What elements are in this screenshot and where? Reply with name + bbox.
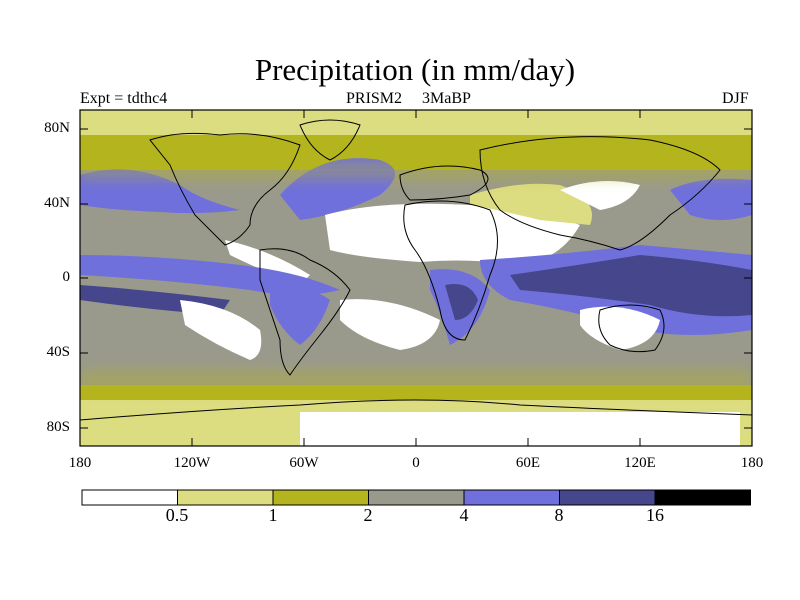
field-itcz-pacific bbox=[80, 255, 340, 295]
map-title: Precipitation (in mm/day) bbox=[254, 52, 576, 87]
colorbar-box-4 bbox=[463, 489, 560, 506]
field-warm-pool-dark bbox=[510, 255, 752, 317]
field-pacific-storm-track bbox=[80, 169, 240, 214]
colorbar-label-2: 2 bbox=[363, 505, 373, 525]
asia-coast bbox=[479, 136, 721, 251]
lon-label-60e: 60E bbox=[515, 455, 541, 471]
lon-label-60w: 60W bbox=[289, 455, 319, 471]
lat-label-80n: 80N bbox=[44, 120, 70, 136]
colorbar-box-0 bbox=[81, 489, 178, 506]
lat-label-40s: 40S bbox=[46, 344, 70, 360]
field-tibet-dry bbox=[560, 181, 640, 210]
lon-label-120e: 120E bbox=[624, 455, 656, 471]
colorbar-box-5 bbox=[559, 489, 656, 506]
lat-label-80s: 80S bbox=[46, 419, 70, 435]
lon-ticks bbox=[191, 110, 641, 446]
field-sahara-dry bbox=[325, 203, 580, 265]
run-label: PRISM2 3MaBP bbox=[346, 90, 471, 107]
colorbar-label-0-5: 0.5 bbox=[165, 505, 189, 525]
lat-label-0: 0 bbox=[62, 269, 71, 285]
colorbar-box-2 bbox=[272, 489, 369, 506]
colorbar-box-6 bbox=[654, 489, 751, 506]
europe-coast bbox=[399, 165, 489, 201]
field-antarctica-dry bbox=[300, 412, 740, 446]
experiment-label: Expt = tdthc4 bbox=[80, 90, 168, 107]
colorbar-label-8: 8 bbox=[554, 505, 564, 525]
lon-label-180e: 180 bbox=[740, 455, 764, 471]
field-asia-dry-edge bbox=[470, 183, 592, 225]
greenland-coast bbox=[299, 119, 361, 161]
season-label: DJF bbox=[722, 90, 749, 107]
field-pacific-storm-track-west bbox=[670, 178, 752, 220]
field-s-atlantic-dry bbox=[340, 299, 440, 350]
australia-coast bbox=[598, 304, 665, 353]
colorbar-label-1: 1 bbox=[268, 505, 278, 525]
field-indian-dry bbox=[580, 306, 660, 350]
field-amazon-wet bbox=[270, 285, 330, 345]
precipitation-field bbox=[80, 110, 752, 446]
south-america-coast bbox=[259, 248, 351, 376]
colorbar bbox=[81, 489, 751, 506]
colorbar-box-1 bbox=[177, 489, 274, 506]
lon-label-180w: 180 bbox=[68, 455, 92, 471]
lat-label-40n: 40N bbox=[44, 195, 70, 211]
lon-label-120w: 120W bbox=[173, 455, 211, 471]
antarctica-coast bbox=[80, 399, 752, 421]
colorbar-label-4: 4 bbox=[459, 505, 469, 525]
lat-ticks bbox=[80, 128, 752, 429]
coastlines bbox=[80, 119, 752, 421]
lon-label-0: 0 bbox=[412, 455, 420, 471]
colorbar-box-3 bbox=[368, 489, 465, 506]
field-africa-wet-dark bbox=[445, 284, 478, 320]
field-se-pacific-dry bbox=[180, 300, 262, 360]
north-america-coast bbox=[149, 132, 301, 246]
colorbar-label-16: 16 bbox=[646, 505, 664, 525]
africa-coast bbox=[403, 200, 498, 341]
